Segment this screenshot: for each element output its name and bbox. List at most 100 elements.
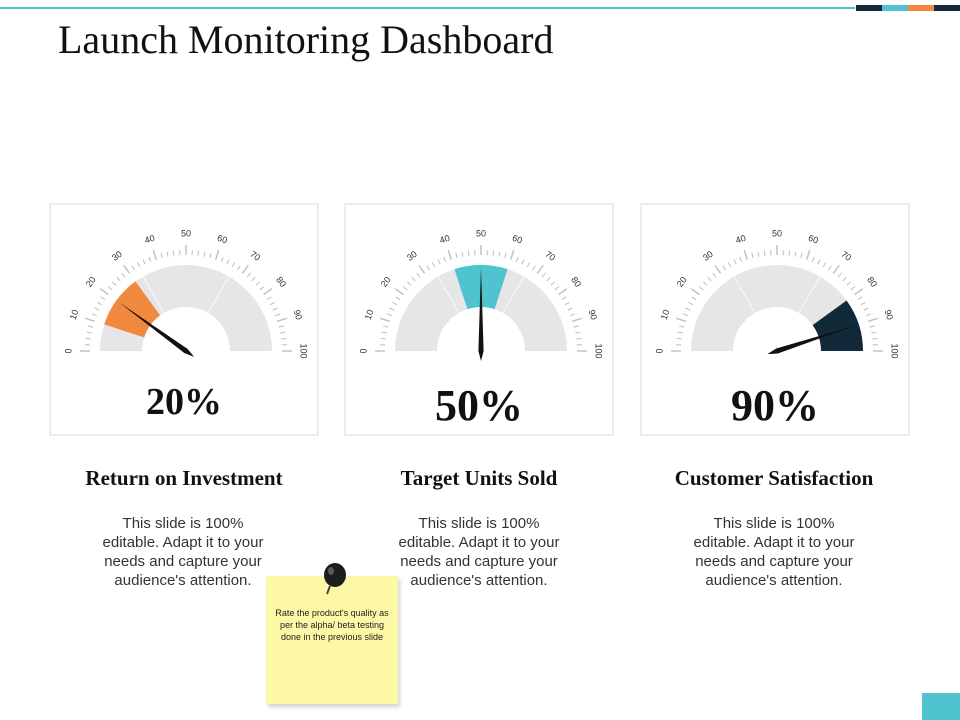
gauge-tick xyxy=(800,253,803,259)
gauge-tick xyxy=(677,331,683,334)
gauge-tick xyxy=(846,281,851,286)
gauge-value-band xyxy=(812,300,863,351)
top-accent-line xyxy=(0,7,855,9)
gauge-tick-label: 10 xyxy=(68,308,81,321)
gauge-tick xyxy=(743,249,749,260)
gauge-tick xyxy=(447,249,453,260)
gauge-tick xyxy=(88,325,94,328)
gauge-tick xyxy=(712,272,717,278)
gauge-tick xyxy=(550,281,555,286)
gauge-tick-label: 20 xyxy=(84,275,98,289)
gauge-tick xyxy=(107,286,113,291)
gauge-tick-label: 20 xyxy=(379,275,393,289)
gauge-tick xyxy=(418,264,426,274)
gauge-tick xyxy=(698,286,704,291)
gauge-tick xyxy=(237,265,241,271)
gauge-tick-label: 100 xyxy=(890,343,900,358)
gauge-tick-label: 30 xyxy=(110,249,124,263)
gauge-tick xyxy=(690,288,700,296)
gauge-tick xyxy=(160,253,163,259)
gauge-tick xyxy=(832,264,840,274)
gauge-tick xyxy=(203,251,206,257)
gauge-tick xyxy=(99,288,109,296)
gauge-tick xyxy=(280,331,286,334)
metric-desc-satisfaction: This slide is 100% editable. Adapt it to… xyxy=(693,515,855,589)
gauge-tick xyxy=(871,331,877,334)
gauge-tick xyxy=(561,296,567,300)
gauge-tick-label: 70 xyxy=(839,249,853,263)
gauge-segment-divider xyxy=(142,276,165,314)
gauge-tick xyxy=(794,251,797,257)
gauge-tick xyxy=(166,251,169,257)
gauge-tick-label: 0 xyxy=(358,348,368,353)
gauge-tick xyxy=(868,317,879,323)
gauge-tick-label: 40 xyxy=(438,233,451,246)
gauge-tick-label: 50 xyxy=(181,228,191,238)
gauge-tick-label: 60 xyxy=(807,233,820,246)
gauge-tick xyxy=(567,307,573,311)
gauge-tick xyxy=(407,281,412,286)
gauge-tick-label: 50 xyxy=(772,228,782,238)
gauge-tick-label: 30 xyxy=(701,249,715,263)
metric-desc-units: This slide is 100% editable. Adapt it to… xyxy=(398,515,560,589)
gauge-tick xyxy=(842,277,847,282)
gauge-tick xyxy=(197,250,200,256)
gauge-tick xyxy=(226,259,230,265)
gauge-tick xyxy=(570,313,576,317)
gauge-tick xyxy=(509,249,515,260)
gauge-tick xyxy=(492,250,495,256)
gauge-tick-label: 90 xyxy=(587,308,600,321)
gauge-tick xyxy=(733,259,737,265)
gauge-tick xyxy=(277,317,288,323)
gauge-tick xyxy=(504,253,507,259)
gauge-tick xyxy=(461,251,464,257)
gauge-tick-label: 80 xyxy=(274,275,288,289)
gauge-tick xyxy=(564,301,570,306)
gauge-tick xyxy=(863,307,869,311)
gauge-value-units: 50% xyxy=(435,381,523,430)
gauge-tick xyxy=(822,262,827,268)
gauge-tick xyxy=(541,272,546,278)
gauge-tick-label: 60 xyxy=(216,233,229,246)
gauge-tick xyxy=(266,296,272,300)
gauge-tick-label: 0 xyxy=(63,348,73,353)
gauge-card-units: 0 10 20 30 40 50 60 70 80 90 100 50% xyxy=(344,203,614,436)
gauge-tick-label: 20 xyxy=(675,275,689,289)
gauge-tick xyxy=(272,307,278,311)
gauge-tick xyxy=(455,253,458,259)
gauge-tick xyxy=(172,250,175,256)
gauge-tick xyxy=(278,325,284,328)
gauge-value-band xyxy=(104,281,161,338)
gauge-tick-label: 50 xyxy=(476,228,486,238)
metric-title-roi: Return on Investment xyxy=(85,466,283,490)
gauge-tick xyxy=(573,325,579,328)
gauge-tick xyxy=(757,251,760,257)
gauge-tick xyxy=(123,264,131,274)
metric-title-units: Target Units Sold xyxy=(400,466,558,490)
gauge-tick xyxy=(558,288,568,296)
gauge-tick xyxy=(739,256,743,262)
gauge-tick xyxy=(854,288,864,296)
gauge-tick xyxy=(536,264,544,274)
gauge-tick xyxy=(392,301,398,306)
gauge-tick xyxy=(94,307,100,311)
gauge-tick xyxy=(100,296,106,300)
gauge-segment-divider xyxy=(733,276,756,314)
gauge-segment-divider xyxy=(502,276,525,314)
gauge-tick xyxy=(572,317,583,323)
gauge-tick-label: 10 xyxy=(363,308,376,321)
gauge-tick xyxy=(209,253,212,259)
gauge-tick xyxy=(394,288,404,296)
gauge-tick xyxy=(443,256,447,262)
gauge-roi: 0 10 20 30 40 50 60 70 80 90 100 xyxy=(63,228,308,358)
gauge-tick xyxy=(112,281,117,286)
gauge-tick xyxy=(386,313,392,317)
gauge-tick xyxy=(241,264,249,274)
gauge-tick xyxy=(857,296,863,300)
gauge-tick xyxy=(231,262,236,268)
gauge-tick xyxy=(817,259,821,265)
top-accent-blocks xyxy=(856,5,960,11)
gauge-tick xyxy=(97,301,103,306)
gauge-tick xyxy=(85,337,91,340)
gauge-tick-label: 90 xyxy=(292,308,305,321)
